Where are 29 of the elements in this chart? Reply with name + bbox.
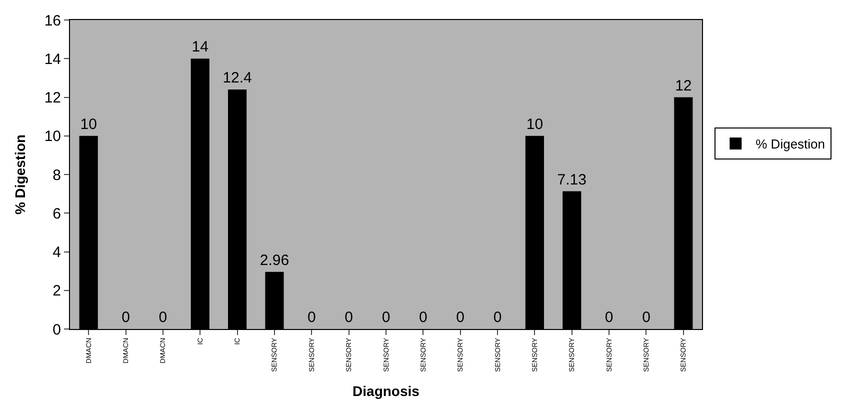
data-label: 10	[526, 116, 544, 133]
data-label: 0	[419, 309, 428, 326]
y-tick-label: 12	[44, 90, 61, 106]
data-label: 0	[456, 309, 465, 326]
y-tick-label: 8	[52, 166, 61, 184]
data-label: 12	[675, 77, 692, 94]
data-label: 0	[158, 309, 168, 326]
data-label: 0	[604, 309, 614, 326]
data-label: 2.96	[260, 252, 290, 269]
y-tick-label: 2	[52, 282, 61, 300]
y-tick-label: 14	[44, 50, 61, 68]
data-label: 10	[80, 116, 97, 133]
data-label: 0	[642, 309, 650, 326]
y-tick-label: 10	[44, 128, 61, 146]
y-tick-label: 0	[52, 321, 61, 338]
data-label: 0	[122, 309, 130, 326]
data-label: 0	[493, 309, 502, 326]
data-label: 7.13	[557, 171, 586, 188]
data-label: 12.4	[222, 70, 252, 87]
y-tick-label: 6	[52, 205, 61, 222]
data-label: 14	[192, 38, 208, 56]
data-label: 0	[307, 309, 316, 326]
x-axis-title: Diagnosis	[352, 383, 420, 400]
y-tick-label: 4	[52, 244, 61, 261]
data-label: 0	[344, 309, 353, 326]
data-label: 0	[382, 309, 390, 326]
legend-label: % Digestion	[756, 136, 826, 152]
y-tick-label: 16	[44, 12, 61, 30]
y-axis-title: % Digestion	[12, 134, 28, 215]
